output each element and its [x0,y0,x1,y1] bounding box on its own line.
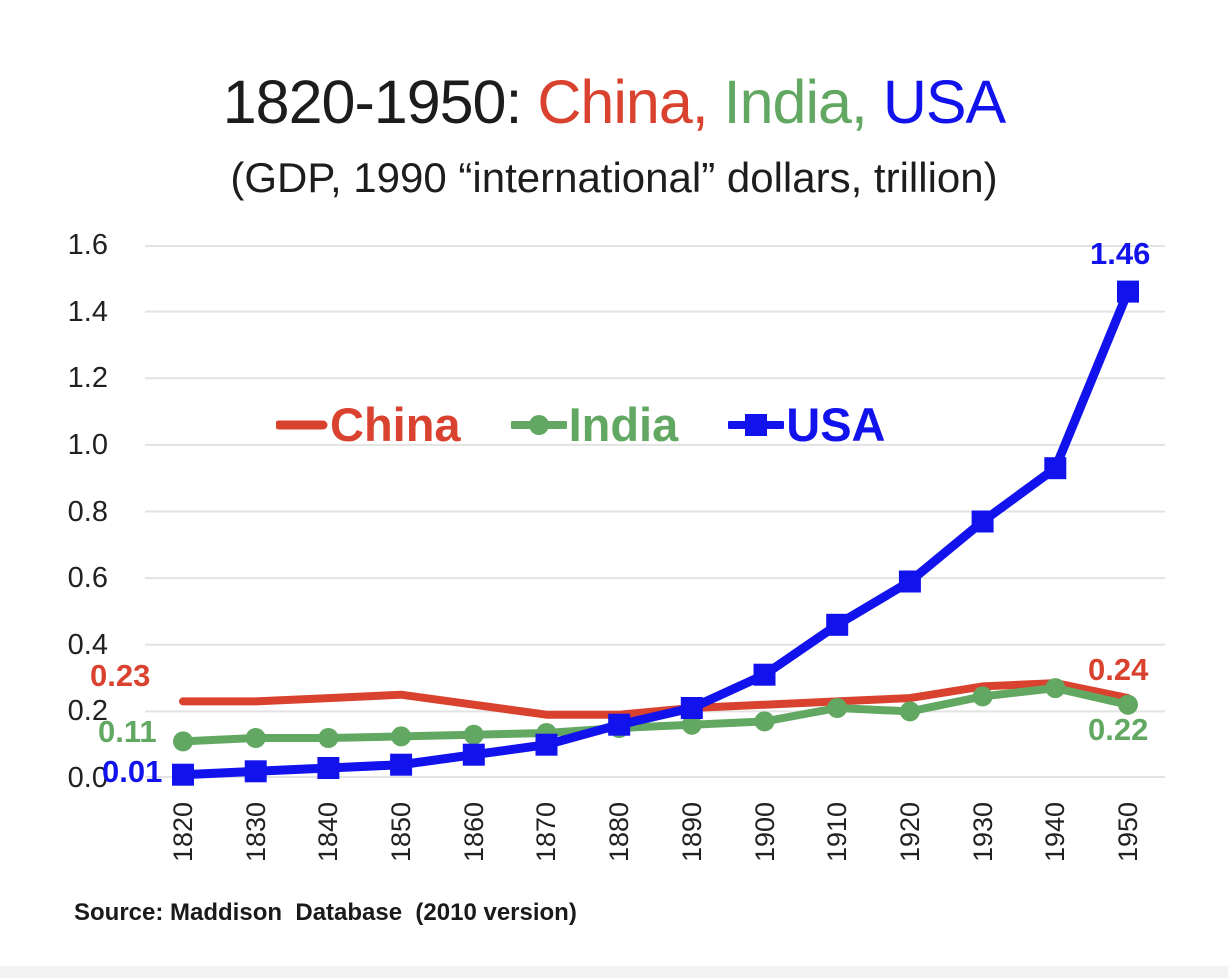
x-tick-label: 1910 [822,801,853,863]
y-tick-label: 0.8 [67,495,108,528]
y-tick-label: 1.2 [67,362,108,395]
legend-label-india: India [568,398,679,451]
china-end-value-label: 0.24 [1088,652,1149,687]
x-tick-label: 1840 [313,801,344,863]
x-tick-label: 1950 [1112,801,1143,863]
x-tick-label: 1900 [749,801,780,863]
legend-label-usa: USA [786,398,886,451]
usa-line-marker-icon [728,414,785,436]
usa-end-value-label: 1.46 [1090,236,1151,271]
y-tick-label: 1.0 [67,428,108,461]
x-tick-label: 1830 [240,801,271,863]
y-tick-label: 0.0 [67,762,108,794]
title-years: 1820-1950: [222,68,538,136]
x-tick-label: 1930 [967,801,998,863]
usa-start-value-label: 0.01 [102,754,163,789]
bottom-strip [0,966,1228,978]
india-end-value-label: 0.22 [1088,712,1149,747]
y-tick-label: 0.6 [67,562,108,595]
x-tick-label: 1920 [894,801,925,863]
page-title: 1820-1950: China, India, USA [0,68,1228,136]
x-tick-label: 1940 [1040,801,1071,863]
legend-item-india: India [510,398,679,452]
title-china: China, [537,68,708,136]
x-tick-label: 1820 [168,801,198,863]
china-start-value-label: 0.23 [90,658,151,693]
india-start-value-label: 0.11 [98,714,157,749]
x-tick-label: 1890 [676,801,707,863]
y-tick-label: 0.4 [67,628,108,661]
x-tick-label: 1860 [458,801,489,863]
title-india: India, [707,68,868,136]
chart-legend: China India USA [276,398,885,452]
y-tick-label: 0.2 [67,695,108,728]
title-usa: USA [866,68,1006,136]
y-tick-label: 1.4 [67,295,108,328]
china-line-marker-icon [276,420,328,430]
x-tick-label: 1850 [386,801,417,863]
legend-label-china: China [330,398,461,451]
x-tick-label: 1870 [531,801,562,863]
x-tick-label: 1880 [604,801,635,863]
legend-item-china: China [276,398,461,452]
plot-area [145,245,1165,786]
india-line-marker-icon [510,415,567,435]
y-tick-label: 1.6 [67,229,108,261]
source-note: Source: Maddison Database (2010 version) [74,899,577,926]
page-subtitle: (GDP, 1990 “international” dollars, tril… [230,154,998,201]
legend-item-usa: USA [728,398,885,452]
